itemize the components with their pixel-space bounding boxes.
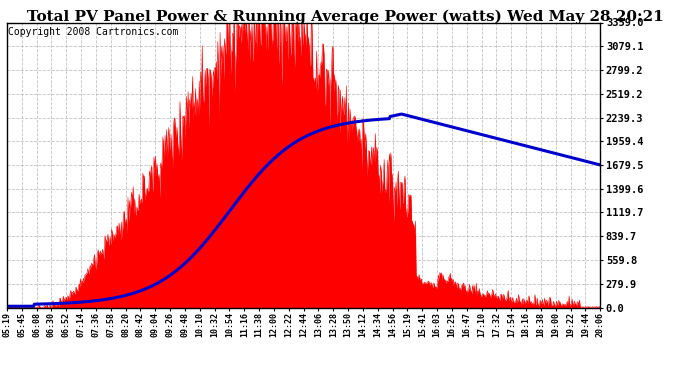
Text: Total PV Panel Power & Running Average Power (watts) Wed May 28 20:21: Total PV Panel Power & Running Average P… <box>27 9 663 24</box>
Text: Copyright 2008 Cartronics.com: Copyright 2008 Cartronics.com <box>8 27 179 37</box>
